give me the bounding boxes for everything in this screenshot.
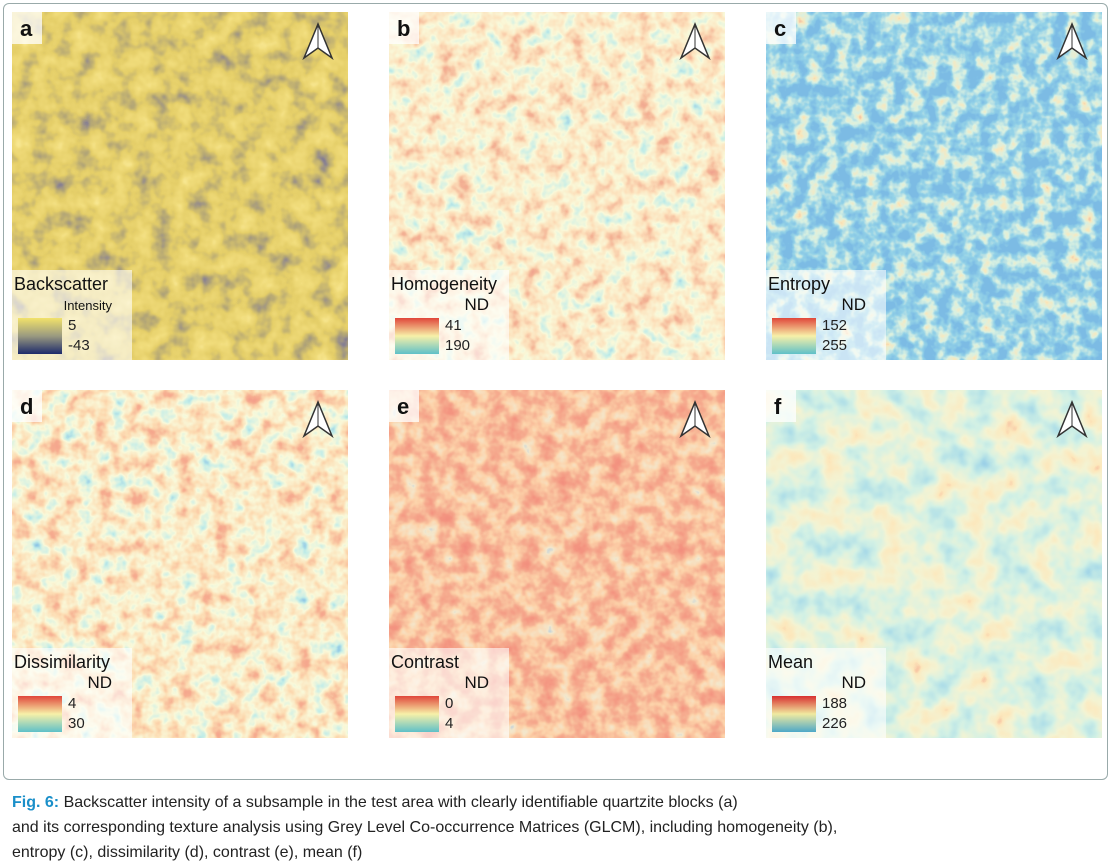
panel-letter: d [20,394,33,419]
page: aBackscatterIntensity5-43bHomogeneityND4… [0,0,1111,857]
panel-letter: a [20,16,33,41]
panel-letter: e [397,394,409,419]
legend-swatch [395,696,439,732]
legend-swatch [18,696,62,732]
legend-top-value: 41 [445,317,462,334]
legend-bottom-value: 4 [445,715,453,732]
legend-title: Homogeneity [391,274,497,294]
panel: f Mean ND 188 226 [766,390,1102,738]
legend-bottom-value: -43 [68,337,90,354]
legend-bottom-value: 190 [445,337,470,354]
legend-swatch [772,696,816,732]
panel-letter: b [397,16,410,41]
legend-swatch [18,318,62,354]
caption-line: Fig. 6: Backscatter intensity of a subsa… [12,790,837,815]
legend-top-value: 0 [445,695,453,712]
legend-unit: ND [87,673,112,692]
caption: Fig. 6: Backscatter intensity of a subsa… [12,790,837,865]
panel: e Contrast ND 0 4 [389,390,725,738]
panel-letter: f [774,394,782,419]
legend-bottom-value: 255 [822,337,847,354]
legend-bottom-value: 226 [822,715,847,732]
legend-top-value: 152 [822,317,847,334]
legend-title: Dissimilarity [14,652,110,672]
caption-line: and its corresponding texture analysis u… [12,815,837,840]
legend-swatch [772,318,816,354]
legend-unit: ND [464,673,489,692]
panel: c Entropy ND 152 255 [766,12,1102,360]
legend-top-value: 188 [822,695,847,712]
legend-swatch [395,318,439,354]
legend-unit: ND [841,295,866,314]
panel: a Backscatter Intensity 5 -43 [12,12,348,360]
legend-unit: ND [464,295,489,314]
caption-line: entropy (c), dissimilarity (d), contrast… [12,840,837,865]
legend-title: Contrast [391,652,459,672]
caption-text: Backscatter intensity of a subsample in … [64,794,738,811]
legend-title: Entropy [768,274,830,294]
legend-top-value: 4 [68,695,76,712]
legend-unit: Intensity [64,298,113,313]
legend-bottom-value: 30 [68,715,85,732]
legend-title: Backscatter [14,274,108,294]
figure: aBackscatterIntensity5-43bHomogeneityND4… [0,0,1111,780]
legend-unit: ND [841,673,866,692]
legend-top-value: 5 [68,317,76,334]
panel-letter: c [774,16,786,41]
legend-title: Mean [768,652,813,672]
caption-label: Fig. 6: [12,794,59,811]
